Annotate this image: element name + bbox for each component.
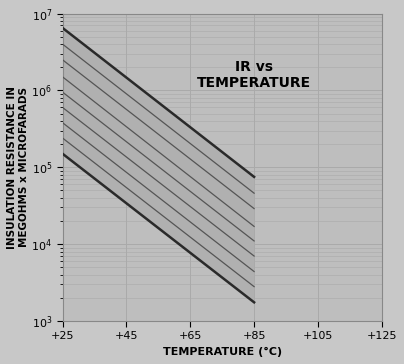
Y-axis label: INSULATION RESISTANCE IN
MEGOHMS x MICROFARADS: INSULATION RESISTANCE IN MEGOHMS x MICRO… (7, 86, 29, 249)
X-axis label: TEMPERATURE (°C): TEMPERATURE (°C) (163, 347, 282, 357)
Text: IR vs
TEMPERATURE: IR vs TEMPERATURE (197, 60, 311, 90)
